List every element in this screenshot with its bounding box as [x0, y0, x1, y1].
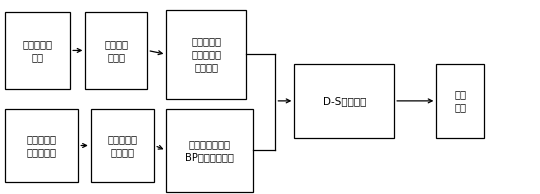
Bar: [5, 12, 70, 89]
Bar: [85, 12, 147, 89]
Bar: [5, 109, 78, 182]
Text: 温度、压力
等测量信号: 温度、压力 等测量信号: [27, 134, 57, 157]
Bar: [166, 10, 246, 99]
Text: D-S决策融合: D-S决策融合: [322, 96, 366, 106]
Bar: [166, 109, 253, 192]
Bar: [294, 64, 394, 138]
Bar: [436, 64, 484, 138]
Text: 振动、噪声
信号: 振动、噪声 信号: [23, 39, 53, 62]
Text: 小波包特
征提取: 小波包特 征提取: [104, 39, 129, 62]
Text: 遗传算法优化的
BP神经网络诊断: 遗传算法优化的 BP神经网络诊断: [185, 139, 234, 162]
Bar: [91, 109, 154, 182]
Text: 基于粗糙集
约简的神经
网络诊断: 基于粗糙集 约简的神经 网络诊断: [191, 36, 221, 72]
Text: 数据融合成
多维向量: 数据融合成 多维向量: [107, 134, 138, 157]
Text: 诊断
结果: 诊断 结果: [454, 89, 466, 112]
